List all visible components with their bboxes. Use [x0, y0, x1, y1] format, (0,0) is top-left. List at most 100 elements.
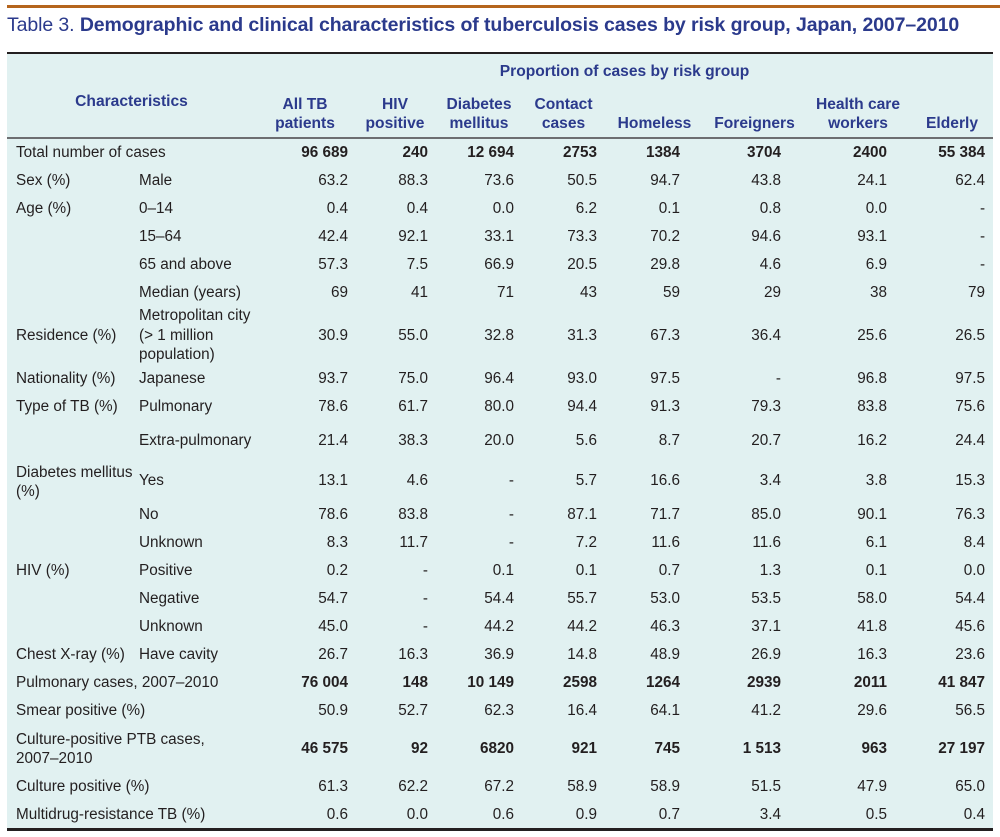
row-characteristic — [7, 278, 139, 306]
cell-value: 6820 — [479, 740, 514, 757]
cell-value: 41 — [410, 283, 428, 301]
row-subcategory: Male — [139, 166, 256, 194]
row-subcategory: Pulmonary — [139, 393, 256, 421]
row-characteristic: Chest X-ray (%) — [16, 646, 125, 663]
cell-value: 0.6 — [326, 806, 348, 823]
cell-value: 148 — [402, 674, 428, 691]
column-header: All TB patients — [256, 88, 354, 138]
cell-value: 0.0 — [492, 199, 514, 217]
cell-value: 5.7 — [575, 472, 597, 489]
cell-value: 69 — [330, 283, 348, 301]
row-subcategory: 0–14 — [139, 194, 256, 222]
cell-value: 73.3 — [567, 227, 597, 245]
cell-value: 83.8 — [857, 398, 887, 415]
table-row: Nationality (%) Japanese 93.7 75.0 96.4 93.0 9… — [7, 365, 993, 393]
cell-value: 11.6 — [651, 534, 680, 551]
table-row: Type of TB (%) Pulmonary 78.6 61.7 80.0 94.4 9… — [7, 393, 993, 421]
row-subcategory-text: Male — [139, 171, 173, 189]
cell-value: 0.5 — [865, 806, 887, 823]
column-header-line: Elderly — [926, 115, 979, 132]
row-characteristic: Culture-positive PTB cases, 2007–2010 — [16, 730, 205, 767]
cell-value: 8.7 — [658, 432, 680, 449]
cell-value: 5.6 — [575, 432, 597, 449]
cell-value: 10 149 — [467, 674, 514, 691]
cell-value: 96 689 — [301, 144, 348, 161]
column-header-line: mellitus — [449, 115, 509, 132]
row-subcategory: No — [139, 501, 256, 529]
cell-value: 240 — [402, 144, 428, 161]
cell-value: 83.8 — [398, 506, 428, 523]
column-header-line: Health care — [815, 96, 901, 113]
cell-value: 1.3 — [759, 562, 781, 579]
column-header-line: HIV — [382, 96, 408, 113]
table-row: Negative 54.7 - 54.4 55.7 53.0 53.5 58.0 54.4 — [7, 585, 993, 613]
cell-value: 67.3 — [650, 326, 680, 344]
table-row: No 78.6 83.8 - 87.1 71.7 85.0 90.1 76.3 — [7, 501, 993, 529]
table-row: HIV (%) Positive 0.2 - 0.1 0.1 0.7 1.3 0.1 0.0 — [7, 557, 993, 585]
cell-value: 29.8 — [650, 255, 680, 273]
cell-value: 0.1 — [575, 562, 597, 579]
row-subcategory-text: No — [139, 506, 159, 523]
row-characteristic — [7, 501, 139, 529]
row-subcategory-text: 15–64 — [139, 227, 182, 245]
cell-value: 71 — [496, 283, 514, 301]
cell-value: 14.8 — [567, 646, 597, 663]
cell-value: 62.4 — [955, 171, 986, 189]
column-header-line: positive — [365, 115, 425, 132]
cell-value: 67.2 — [484, 778, 514, 795]
cell-value: 0.1 — [492, 562, 514, 579]
cell-value: 54.4 — [955, 590, 986, 607]
cell-value: 12 694 — [467, 144, 514, 161]
cell-value: 921 — [571, 740, 597, 757]
cell-value: 52.7 — [398, 702, 428, 719]
cell-value: 20.0 — [484, 432, 514, 449]
cell-value: 0.4 — [406, 199, 428, 217]
cell-value: 47.9 — [857, 778, 887, 795]
cell-value: - — [422, 618, 428, 635]
row-characteristic — [7, 585, 139, 613]
cell-value: 94.4 — [567, 398, 597, 415]
cell-value: 4.6 — [759, 255, 781, 273]
cell-value: 61.7 — [398, 398, 428, 415]
cell-value: 0.0 — [963, 562, 986, 579]
cell-value: 75.0 — [398, 370, 428, 387]
cell-value: 1264 — [645, 674, 680, 691]
cell-value: 15.3 — [955, 472, 986, 489]
cell-value: 24.4 — [955, 432, 986, 449]
cell-value: 55.0 — [398, 326, 428, 344]
cell-value: 80.0 — [484, 398, 514, 415]
row-subcategory: Unknown — [139, 529, 256, 557]
column-header-line: Diabetes — [446, 96, 512, 113]
column-header: Elderly — [911, 88, 993, 138]
cell-value: 91.3 — [650, 398, 680, 415]
table-row: Extra-pulmonary 21.4 38.3 20.0 5.6 8.7 20.7 16.… — [7, 421, 993, 461]
cell-value: 78.6 — [318, 506, 348, 523]
cell-value: 48.9 — [650, 646, 680, 663]
row-subcategory: 65 and above — [139, 250, 256, 278]
row-subcategory-text: 65 and above — [139, 255, 232, 273]
cell-value: 0.1 — [865, 562, 887, 579]
cell-value: 42.4 — [318, 227, 348, 245]
row-characteristic: Type of TB (%) — [16, 398, 118, 415]
cell-value: 41 847 — [938, 674, 986, 691]
cell-value: 16.4 — [567, 702, 597, 719]
row-characteristic — [7, 222, 139, 250]
cell-value: 96.4 — [484, 370, 514, 387]
cell-value: 76.3 — [955, 506, 986, 523]
cell-value: 3.4 — [759, 806, 781, 823]
cell-value: 21.4 — [318, 432, 348, 449]
cell-value: 6.9 — [865, 255, 887, 273]
table-row: Smear positive (%) 50.9 52.7 62.3 16.4 64.1 41… — [7, 697, 993, 725]
row-subcategory: Positive — [139, 557, 256, 585]
table-row: Total number of cases 96 689 240 12 694 2753… — [7, 138, 993, 166]
cell-value: - — [508, 472, 514, 489]
cell-value: 20.7 — [751, 432, 781, 449]
cell-value: 3.4 — [759, 472, 781, 489]
row-characteristic: Smear positive (%) — [16, 702, 146, 719]
cell-value: 94.6 — [751, 227, 781, 245]
cell-value: 0.0 — [406, 806, 428, 823]
cell-value: 56.5 — [955, 702, 986, 719]
cell-value: 53.0 — [650, 590, 680, 607]
cell-value: 50.9 — [318, 702, 348, 719]
table-row: 15–64 42.4 92.1 33.1 73.3 70.2 94.6 93.1 - — [7, 222, 993, 250]
